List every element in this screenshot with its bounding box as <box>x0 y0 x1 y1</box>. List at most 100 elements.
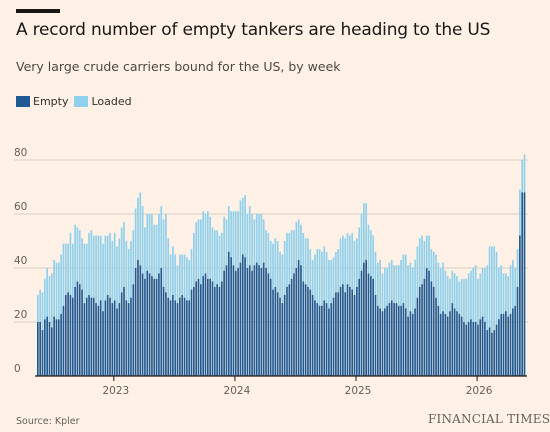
bar-empty <box>309 289 312 376</box>
bar-loaded <box>335 251 337 293</box>
bar-loaded <box>337 249 340 293</box>
bar-loaded <box>442 262 444 312</box>
bar-empty <box>507 316 510 376</box>
bar-empty <box>130 297 132 376</box>
bar-loaded <box>43 278 46 320</box>
bar-loaded <box>356 238 358 287</box>
bar-empty <box>332 297 335 376</box>
bar-empty <box>220 281 223 376</box>
bar-empty <box>213 286 216 376</box>
bar-empty <box>402 303 405 376</box>
bar-empty <box>397 305 400 376</box>
bar-empty <box>521 192 524 376</box>
bar-empty <box>286 286 288 376</box>
bar-empty <box>383 308 386 376</box>
bar-empty <box>179 297 181 376</box>
bar-empty <box>365 259 368 376</box>
bar-empty <box>113 300 116 376</box>
bar-empty <box>92 297 95 376</box>
y-tick-label: 80 <box>14 147 27 159</box>
bar-empty <box>48 322 51 376</box>
bar-loaded <box>446 276 449 317</box>
bar-loaded <box>162 219 165 287</box>
bar-loaded <box>57 262 60 320</box>
bar-empty <box>342 284 344 376</box>
bar-loaded <box>374 251 377 295</box>
bar-empty <box>109 297 111 376</box>
bar-empty <box>162 286 165 376</box>
bar-loaded <box>500 265 503 314</box>
bar-loaded <box>402 254 405 304</box>
bar-empty <box>477 324 479 376</box>
bar-loaded <box>477 278 479 325</box>
bar-empty <box>376 305 379 376</box>
bar-empty <box>311 295 314 376</box>
bar-loaded <box>365 203 368 260</box>
bar-loaded <box>491 246 493 333</box>
bar-loaded <box>78 230 81 285</box>
bar-empty <box>421 284 423 376</box>
bar-empty <box>516 286 519 376</box>
bar-empty <box>321 305 323 376</box>
bar-loaded <box>472 268 475 322</box>
bar-empty <box>498 319 500 376</box>
bar-empty <box>265 268 267 376</box>
bar-loaded <box>360 214 363 271</box>
bar-loaded <box>453 273 456 309</box>
bar-empty <box>470 319 472 376</box>
bar-empty <box>76 281 79 376</box>
bar-empty <box>90 297 93 376</box>
bar-loaded <box>116 246 118 309</box>
bar-empty <box>463 322 465 376</box>
bar-loaded <box>383 268 386 309</box>
bar-loaded <box>95 235 97 304</box>
bar-loaded <box>467 273 470 322</box>
bar-empty <box>360 270 363 376</box>
bar-empty <box>244 257 246 376</box>
bar-empty <box>353 295 356 376</box>
chart-subtitle: Very large crude carriers bound for the … <box>16 59 341 74</box>
bar-loaded <box>386 268 388 306</box>
bar-empty <box>246 268 249 376</box>
bar-empty <box>479 319 482 376</box>
bar-loaded <box>88 232 90 295</box>
bar-loaded <box>176 265 179 304</box>
bar-empty <box>120 292 123 376</box>
bar-loaded <box>393 265 395 304</box>
bar-empty <box>509 313 512 376</box>
bar-loaded <box>307 238 309 287</box>
bar-loaded <box>227 205 230 252</box>
bar-empty <box>227 251 230 376</box>
bar-empty <box>78 284 81 376</box>
bar-empty <box>99 300 102 376</box>
bar-loaded <box>50 273 53 328</box>
bar-empty <box>144 278 146 376</box>
bar-loaded <box>251 214 253 271</box>
bar-loaded <box>76 227 79 282</box>
bar-loaded <box>481 268 484 317</box>
bar-loaded <box>479 273 482 320</box>
bar-empty <box>81 289 83 376</box>
bar-empty <box>237 268 239 376</box>
bar-loaded <box>493 246 496 331</box>
bar-loaded <box>411 268 414 314</box>
bar-empty <box>474 322 477 376</box>
bar-loaded <box>369 230 372 277</box>
bar-empty <box>430 281 433 376</box>
bar-loaded <box>71 243 74 298</box>
bar-loaded <box>279 251 281 298</box>
bar-loaded <box>456 276 458 312</box>
bar-empty <box>425 268 428 376</box>
bar-empty <box>372 278 374 376</box>
bar-loaded <box>325 251 328 304</box>
bar-empty <box>349 286 351 376</box>
bar-loaded <box>404 254 407 309</box>
bar-empty <box>57 319 60 376</box>
bar-loaded <box>204 214 207 274</box>
bar-loaded <box>97 235 100 306</box>
bar-loaded <box>232 211 235 266</box>
bar-loaded <box>181 254 184 295</box>
bar-empty <box>318 305 321 376</box>
bar-loaded <box>521 160 524 193</box>
bar-loaded <box>90 230 93 298</box>
